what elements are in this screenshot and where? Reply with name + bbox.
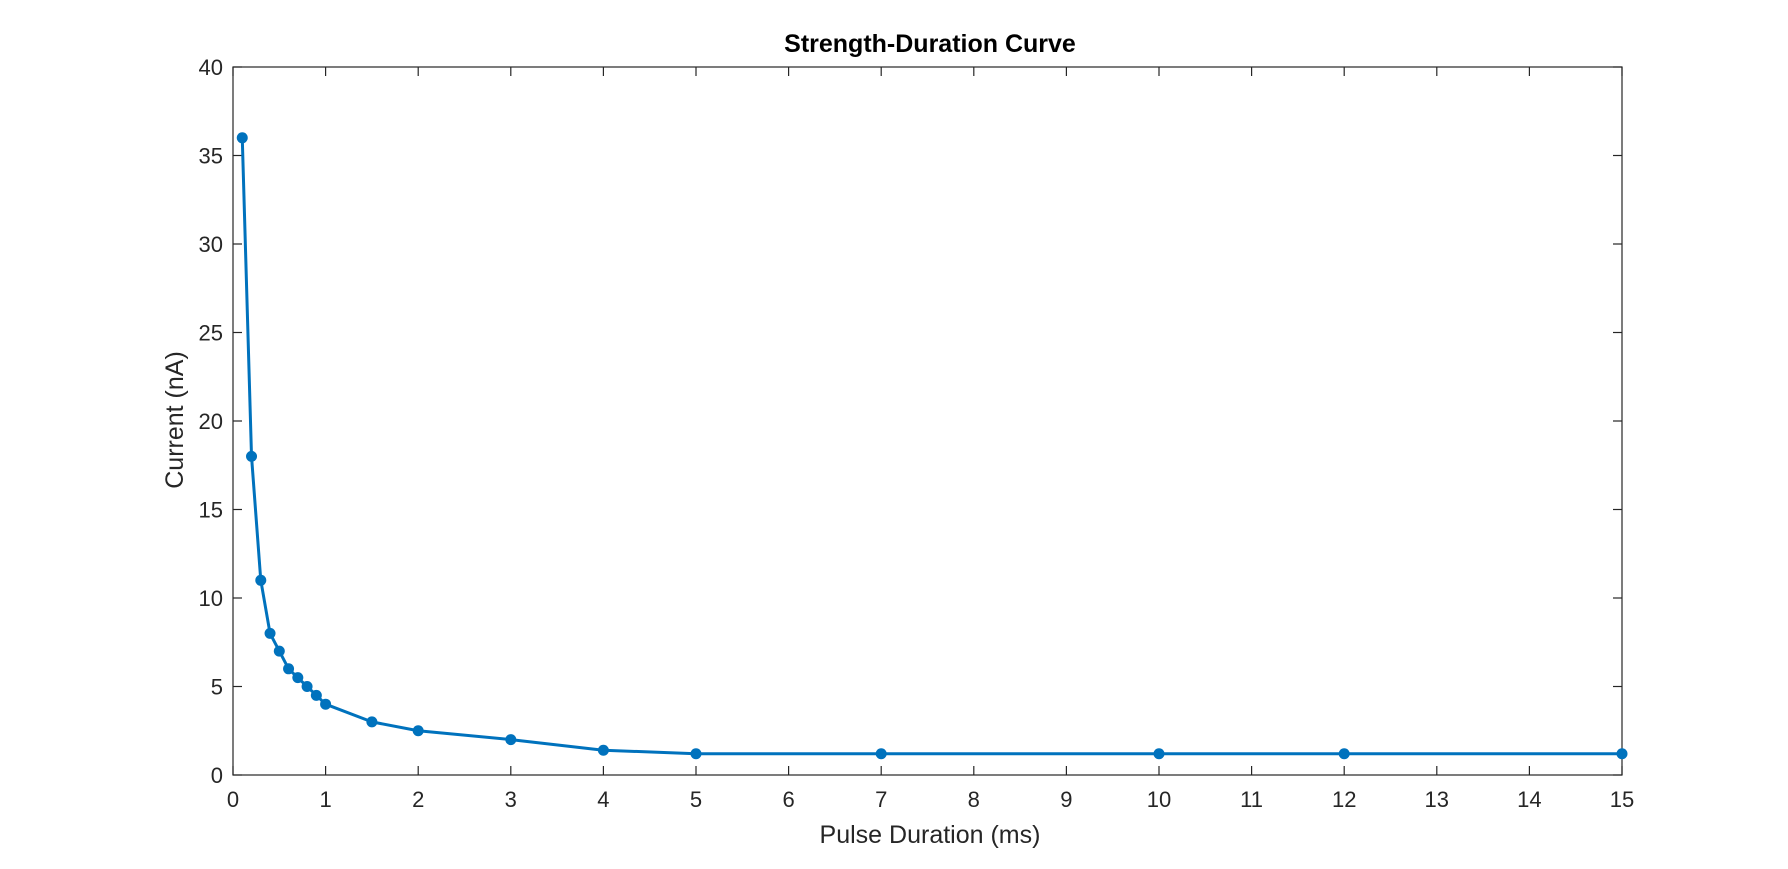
y-tick-label: 10 [199, 586, 223, 611]
x-tick-label: 12 [1332, 787, 1356, 812]
data-point [283, 663, 295, 675]
chart-title: Strength-Duration Curve [784, 30, 1076, 58]
data-point [597, 744, 609, 756]
y-tick-label: 0 [211, 763, 223, 788]
y-tick-label: 20 [199, 409, 223, 434]
data-point [246, 450, 258, 462]
data-point [320, 698, 332, 710]
x-tick-label: 10 [1147, 787, 1171, 812]
x-tick-label: 3 [505, 787, 517, 812]
x-axis-label: Pulse Duration (ms) [820, 821, 1041, 849]
x-tick-label: 5 [690, 787, 702, 812]
y-axis-label: Current (nA) [161, 351, 189, 489]
data-point [505, 734, 517, 746]
data-point [366, 716, 378, 728]
y-tick-label: 15 [199, 498, 223, 523]
data-point [301, 681, 313, 692]
data-point [1338, 748, 1350, 760]
y-tick-label: 25 [199, 321, 223, 346]
series-markers [236, 132, 1628, 760]
x-tick-label: 15 [1610, 787, 1634, 812]
x-tick-label: 4 [597, 787, 609, 812]
data-point [264, 627, 276, 639]
y-tick-label: 5 [211, 675, 223, 700]
x-tick-label: 2 [412, 787, 424, 812]
x-tick-label: 0 [227, 787, 239, 812]
data-point [875, 748, 887, 760]
axis-ticks [232, 66, 1623, 776]
x-tick-label: 1 [319, 787, 331, 812]
x-tick-label: 13 [1425, 787, 1449, 812]
y-tick-label: 35 [199, 144, 223, 169]
data-point [412, 725, 424, 737]
data-point [255, 574, 267, 586]
data-point [273, 645, 285, 657]
data-point [690, 748, 702, 760]
x-tick-label: 11 [1240, 787, 1263, 812]
data-point [310, 689, 322, 701]
data-point [236, 132, 248, 144]
data-point [1153, 748, 1165, 760]
x-tick-label: 14 [1517, 787, 1541, 812]
x-tick-label: 9 [1060, 787, 1072, 812]
y-tick-label: 30 [199, 232, 223, 257]
data-point [1616, 748, 1628, 760]
x-tick-label: 6 [782, 787, 794, 812]
y-tick-label: 40 [199, 55, 223, 80]
x-tick-label: 8 [968, 787, 980, 812]
x-tick-label: 7 [875, 787, 887, 812]
plot-area [232, 66, 1623, 776]
data-point [292, 672, 304, 684]
